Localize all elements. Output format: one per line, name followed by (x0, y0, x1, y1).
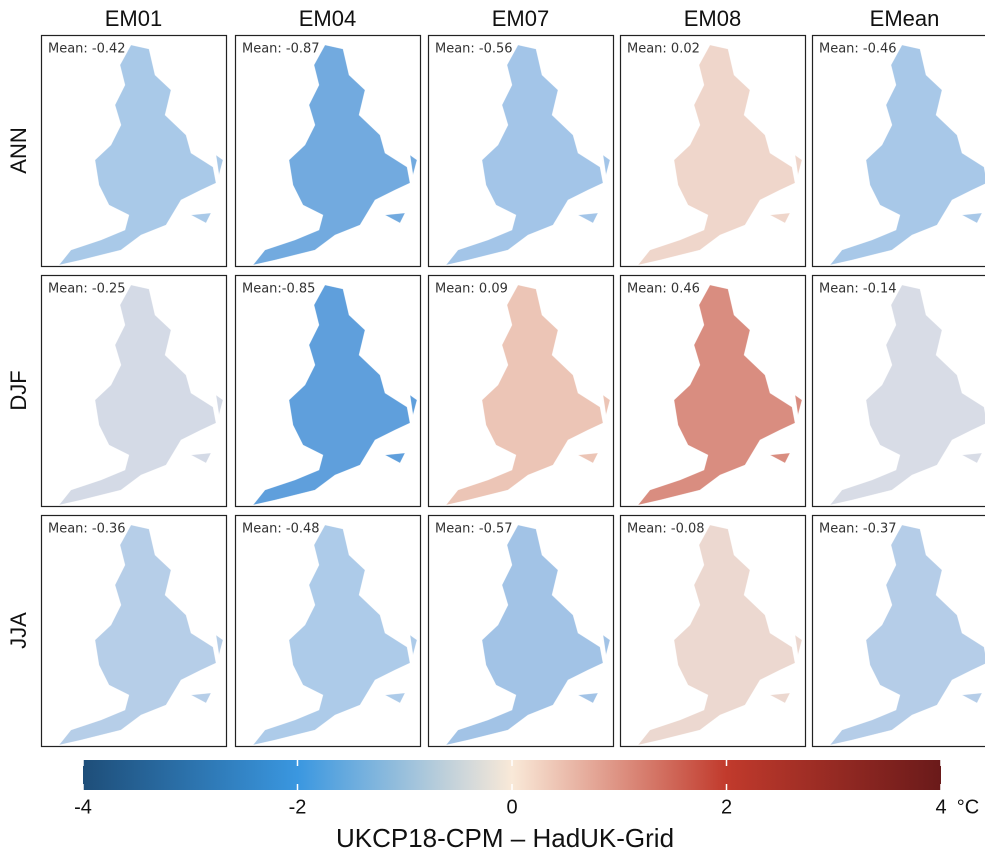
mean-label: Mean: -0.36 (48, 522, 126, 537)
mean-label: Mean: -0.57 (435, 522, 513, 537)
mean-label: Mean:-0.85 (242, 282, 315, 297)
map-panel: Mean: 0.46 (621, 276, 806, 507)
colorbar-unit: °C (957, 796, 979, 818)
mean-label: Mean: -0.46 (819, 42, 897, 57)
mean-label: Mean: 0.46 (627, 282, 700, 297)
mean-label: Mean: -0.25 (48, 282, 126, 297)
row-title: ANN (6, 127, 31, 173)
column-title: EM08 (684, 6, 741, 31)
map-panel: Mean: -0.46 (813, 36, 985, 267)
map-panel: Mean: -0.14 (813, 276, 985, 507)
map-panel: Mean: -0.37 (813, 516, 985, 747)
map-panel: Mean: 0.09 (429, 276, 614, 507)
mean-label: Mean: -0.08 (627, 522, 705, 537)
colorbar-tick-label: -4 (74, 796, 92, 818)
mean-label: Mean: -0.37 (819, 522, 897, 537)
colorbar-tick-label: 4 (935, 796, 946, 818)
map-panel: Mean: -0.42 (42, 36, 227, 267)
mean-label: Mean: 0.02 (627, 42, 700, 57)
colorbar-tick-label: 2 (721, 796, 732, 818)
column-title: EM04 (299, 6, 356, 31)
map-panel: Mean: 0.02 (621, 36, 806, 267)
column-title: EM07 (492, 6, 549, 31)
map-panel: Mean: -0.08 (621, 516, 806, 747)
colorbar-tick-label: 0 (506, 796, 517, 818)
map-panel: Mean: -0.56 (429, 36, 614, 267)
mean-label: Mean: -0.42 (48, 42, 126, 57)
mean-label: Mean: -0.56 (435, 42, 513, 57)
column-title: EM01 (105, 6, 162, 31)
mean-label: Mean: 0.09 (435, 282, 508, 297)
colorbar-title: UKCP18-CPM – HadUK-Grid (336, 823, 674, 853)
map-panel: Mean: -0.36 (42, 516, 227, 747)
map-panel: Mean: -0.87 (236, 36, 421, 267)
mean-label: Mean: -0.14 (819, 282, 897, 297)
mean-label: Mean: -0.48 (242, 522, 320, 537)
row-title: JJA (6, 612, 31, 649)
column-title: EMean (870, 6, 940, 31)
mean-label: Mean: -0.87 (242, 42, 320, 57)
colorbar-tick-label: -2 (289, 796, 307, 818)
map-panel: Mean: -0.57 (429, 516, 614, 747)
row-title: DJF (6, 370, 31, 410)
map-panel: Mean: -0.25 (42, 276, 227, 507)
map-panel: Mean: -0.48 (236, 516, 421, 747)
map-panel: Mean:-0.85 (236, 276, 421, 507)
